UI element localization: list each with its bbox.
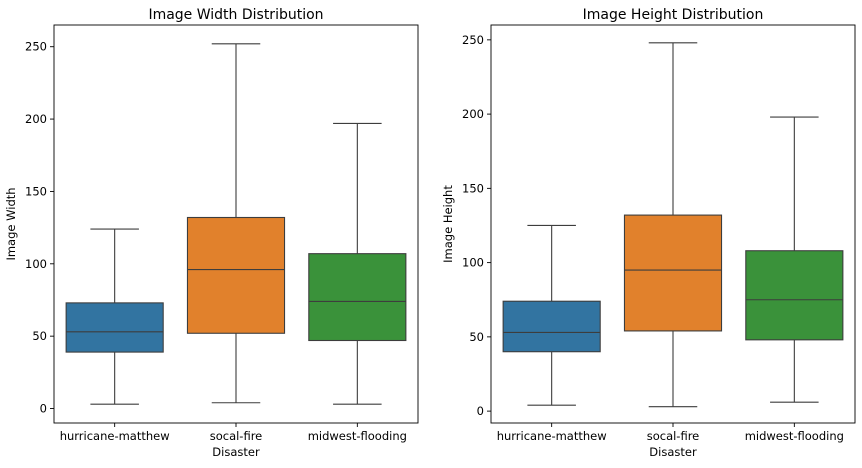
chart-1-x-tick-label: midwest-flooding: [308, 429, 407, 443]
chart-2-y-tick-label: 0: [477, 404, 484, 418]
chart-2-y-tick-label: 100: [462, 256, 484, 270]
chart-1-y-tick-label: 0: [40, 402, 47, 416]
chart-2-y-axis-label: Image Height: [441, 185, 455, 263]
chart-2-y-tick-label: 200: [462, 107, 484, 121]
chart-1-box-socal-fire: [186, 216, 286, 334]
chart-1-y-tick-label: 50: [32, 329, 47, 343]
chart-2-title: Image Height Distribution: [583, 7, 764, 23]
chart-1-y-tick-label: 200: [25, 112, 47, 126]
chart-2-box-midwest-flooding: [745, 250, 844, 341]
chart-2-x-axis-label: Disaster: [649, 445, 697, 459]
chart-2-x-tick-label: socal-fire: [647, 429, 700, 443]
chart-2-box-socal-fire: [623, 214, 723, 332]
chart-2-y-tick-label: 50: [469, 330, 484, 344]
chart-2-y-tick-label: 150: [462, 181, 484, 195]
chart-1-title: Image Width Distribution: [148, 7, 323, 23]
chart-2-y-tick-label: 250: [462, 33, 484, 47]
chart-1-box-midwest-flooding: [308, 253, 407, 342]
chart-2-box-hurricane-matthew: [502, 300, 601, 353]
chart-2-x-tick-label: midwest-flooding: [745, 429, 844, 443]
chart-1-y-axis-label: Image Width: [4, 187, 18, 260]
chart-2-x-tick-label: hurricane-matthew: [497, 429, 607, 443]
chart-1-y-tick-label: 100: [25, 257, 47, 271]
chart-1-x-tick-label: hurricane-matthew: [60, 429, 170, 443]
chart-2-plot-frame: [490, 24, 856, 424]
chart-1-x-tick-label: socal-fire: [210, 429, 263, 443]
chart-1-y-tick-label: 250: [25, 40, 47, 54]
chart-1-y-tick-label: 150: [25, 184, 47, 198]
chart-1-plot-frame: [53, 24, 419, 424]
chart-1-box-hurricane-matthew: [65, 302, 164, 353]
chart-1-x-axis-label: Disaster: [212, 445, 260, 459]
